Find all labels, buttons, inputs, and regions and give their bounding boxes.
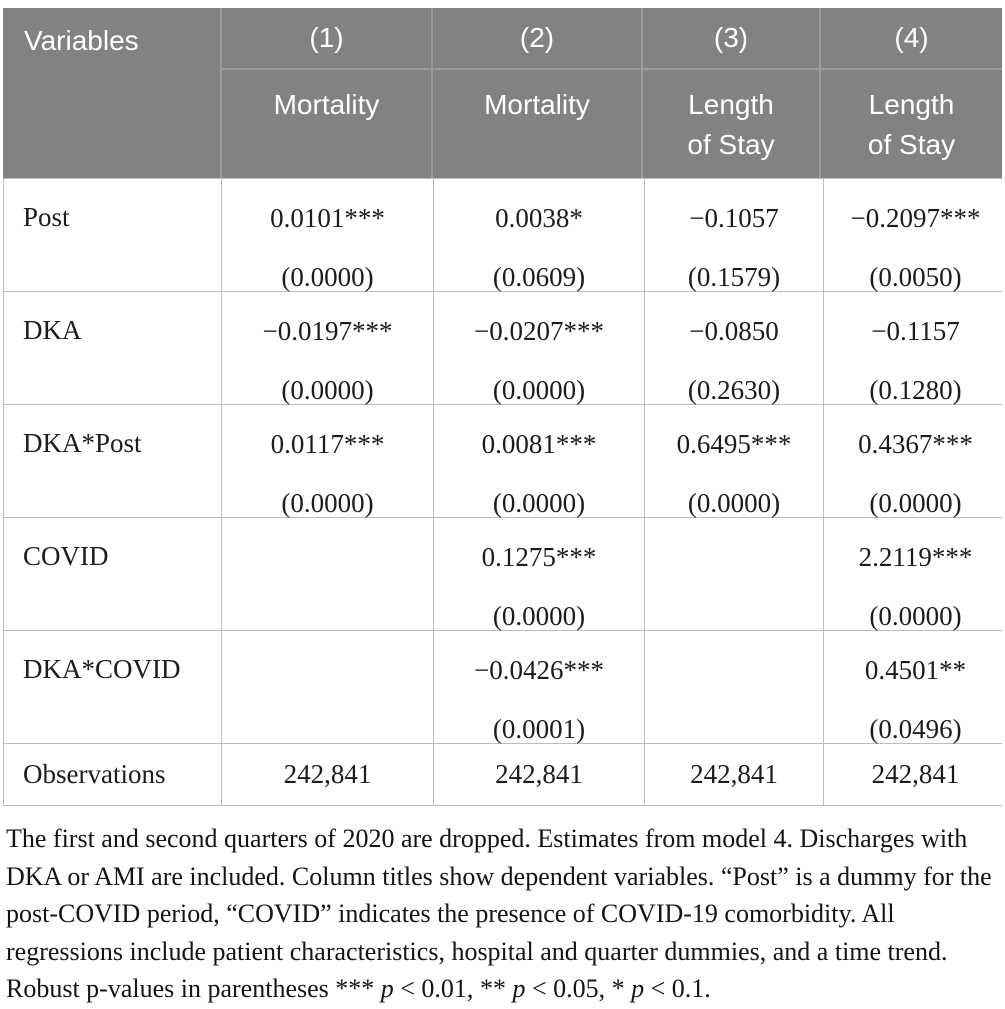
p-value: (0.0000) xyxy=(869,488,962,518)
coefficient: 0.0117*** xyxy=(270,429,385,459)
threshold: < 0.05, xyxy=(525,974,612,1003)
header-dep-var-1: Mortality xyxy=(220,70,431,178)
stars: ** xyxy=(479,974,513,1003)
cell-dka-4: −0.1157 (0.1280) xyxy=(824,292,1005,405)
observations-value-4: 242,841 xyxy=(824,744,1005,805)
row-label-dka-post: DKA*Post xyxy=(4,405,221,517)
header-column-number-3: (3) xyxy=(641,8,819,70)
row-label-dka: DKA xyxy=(4,292,221,404)
threshold: < 0.01, xyxy=(393,974,480,1003)
cell-dkapost-3: 0.6495*** (0.0000) xyxy=(645,405,823,518)
cell-covid-2: 0.1275*** (0.0000) xyxy=(434,518,644,631)
stars: * xyxy=(611,974,632,1003)
header-dep-var-4: Length of Stay xyxy=(819,70,1002,178)
cell-dkacovid-1 xyxy=(222,631,433,743)
p-value: (0.0000) xyxy=(281,375,374,405)
coefficient: 0.1275*** xyxy=(481,542,597,572)
p-value: (0.0001) xyxy=(492,714,586,744)
cell-post-1: 0.0101*** (0.0000) xyxy=(222,179,433,292)
row-label-dka-covid: DKA*COVID xyxy=(4,631,221,743)
p-value: (0.1579) xyxy=(687,262,781,292)
cell-post-3: −0.1057 (0.1579) xyxy=(645,179,823,292)
header-column-number-2: (2) xyxy=(431,8,641,70)
cell-post-2: 0.0038* (0.0609) xyxy=(434,179,644,292)
coefficient: −0.0197*** xyxy=(262,316,393,346)
observations-value-3: 242,841 xyxy=(645,744,823,805)
p-value: (0.2630) xyxy=(687,375,781,405)
italic-p: p xyxy=(512,974,526,1003)
italic-p: p xyxy=(380,974,394,1003)
coefficient: 0.0081*** xyxy=(481,429,597,459)
cell-dkapost-2: 0.0081*** (0.0000) xyxy=(434,405,644,518)
coefficient: −0.1157 xyxy=(871,316,960,346)
header-column-number-1: (1) xyxy=(220,8,431,70)
cell-dkacovid-2: −0.0426*** (0.0001) xyxy=(434,631,644,744)
table-body: Post 0.0101*** (0.0000) 0.0038* (0.0609)… xyxy=(3,178,1005,806)
cell-dkacovid-4: 0.4501** (0.0496) xyxy=(824,631,1005,744)
cell-dka-1: −0.0197*** (0.0000) xyxy=(222,292,433,405)
coefficient: 0.6495*** xyxy=(676,429,792,459)
p-value: (0.0000) xyxy=(492,375,586,405)
table-footnote: The first and second quarters of 2020 ar… xyxy=(3,820,1002,1008)
cell-covid-4: 2.2119*** (0.0000) xyxy=(824,518,1005,631)
p-value: (0.0000) xyxy=(281,488,374,518)
p-value: (0.0496) xyxy=(869,714,962,744)
p-value: (0.0609) xyxy=(492,262,586,292)
cell-dka-3: −0.0850 (0.2630) xyxy=(645,292,823,405)
header-dep-var-3: Length of Stay xyxy=(641,70,819,178)
threshold: < 0.1. xyxy=(644,974,711,1003)
header-variables-label: Variables xyxy=(24,25,139,56)
cell-dkapost-4: 0.4367*** (0.0000) xyxy=(824,405,1005,518)
coefficient: 0.0101*** xyxy=(270,203,385,233)
cell-dkacovid-3 xyxy=(645,631,823,743)
p-value: (0.0000) xyxy=(281,262,374,292)
cell-dka-2: −0.0207*** (0.0000) xyxy=(434,292,644,405)
coefficient: 0.4367*** xyxy=(858,429,973,459)
cell-covid-1 xyxy=(222,518,433,630)
italic-p: p xyxy=(631,974,645,1003)
significance-note-3: * p < 0.1. xyxy=(612,974,711,1003)
table-header: Variables (1) (2) (3) (4) Mortality Mort… xyxy=(3,8,1002,178)
significance-note-1: *** p < 0.01, xyxy=(335,974,480,1003)
p-value: (0.0000) xyxy=(869,601,962,631)
cell-dkapost-1: 0.0117*** (0.0000) xyxy=(222,405,433,518)
row-label-post: Post xyxy=(4,179,221,291)
cell-post-4: −0.2097*** (0.0050) xyxy=(824,179,1005,292)
observations-value-1: 242,841 xyxy=(222,744,433,805)
coefficient: −0.0207*** xyxy=(474,316,604,346)
coefficient: 2.2119*** xyxy=(858,542,973,572)
significance-note-2: ** p < 0.05, xyxy=(480,974,612,1003)
header-dep-var-2: Mortality xyxy=(431,70,641,178)
coefficient: −0.0850 xyxy=(689,316,779,346)
p-value: (0.0000) xyxy=(492,601,586,631)
p-value: (0.0050) xyxy=(869,262,962,292)
p-value: (0.0000) xyxy=(492,488,586,518)
observations-value-2: 242,841 xyxy=(434,744,644,805)
coefficient: 0.4501** xyxy=(864,655,967,685)
header-column-number-4: (4) xyxy=(819,8,1002,70)
coefficient: −0.2097*** xyxy=(850,203,981,233)
footnote-text: The first and second quarters of 2020 ar… xyxy=(6,824,992,1003)
stars: *** xyxy=(335,974,381,1003)
coefficient: −0.0426*** xyxy=(474,655,604,685)
p-value: (0.1280) xyxy=(869,375,962,405)
p-value: (0.0000) xyxy=(687,488,781,518)
row-label-observations: Observations xyxy=(4,744,221,805)
coefficient: 0.0038* xyxy=(495,203,583,233)
coefficient: −0.1057 xyxy=(689,203,779,233)
cell-covid-3 xyxy=(645,518,823,630)
row-label-covid: COVID xyxy=(4,518,221,630)
